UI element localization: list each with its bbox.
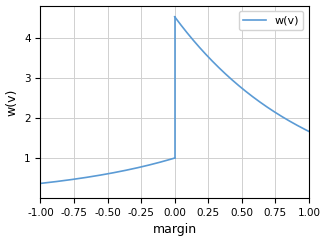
w(v) xyxy=(307,130,311,133)
w(v) xyxy=(265,106,269,108)
X-axis label: margin: margin xyxy=(153,223,197,236)
w(v) xyxy=(186,33,190,36)
w(v) xyxy=(277,113,281,116)
Legend: w(v): w(v) xyxy=(239,11,304,30)
w(v) xyxy=(232,80,236,83)
w(v) xyxy=(227,76,231,79)
w(v) xyxy=(280,115,284,118)
Y-axis label: w(v): w(v) xyxy=(6,88,19,115)
w(v) xyxy=(173,15,177,18)
Line: w(v): w(v) xyxy=(175,17,309,131)
